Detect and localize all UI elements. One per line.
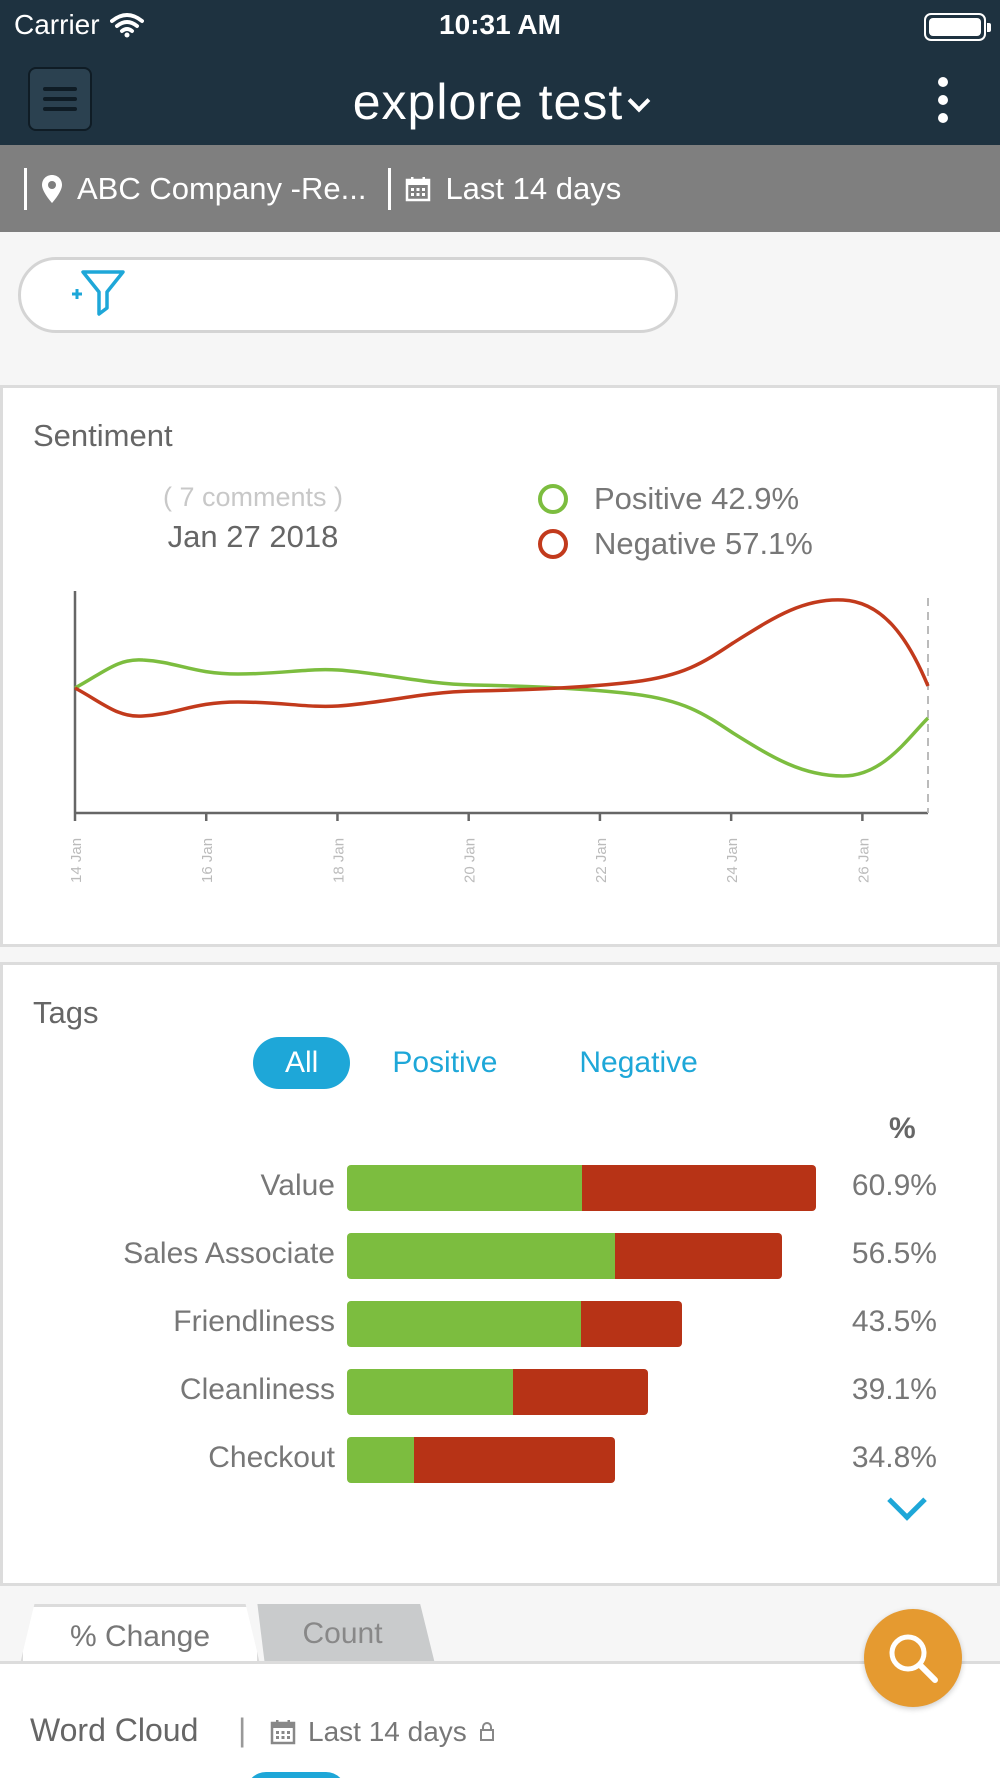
location-label: ABC Company -Re... [77, 170, 367, 206]
sentiment-title: Sentiment [33, 418, 173, 453]
x-tick-label: 22 Jan [593, 838, 610, 883]
sentiment-card: Sentiment ( 7 comments ) Jan 27 2018 Pos… [0, 385, 1000, 947]
more-options-icon[interactable] [936, 77, 950, 123]
bar-segment-positive[interactable] [347, 1301, 581, 1347]
hamburger-menu-button[interactable] [28, 67, 92, 131]
tag-label: Checkout [208, 1441, 335, 1474]
bar-segment-negative[interactable] [581, 1301, 682, 1347]
tag-bar[interactable] [347, 1301, 682, 1347]
tab-all[interactable]: All [253, 1037, 351, 1089]
word-cloud-title: Word Cloud [30, 1712, 199, 1748]
lock-icon [479, 1722, 494, 1741]
series-line-negative[interactable] [74, 598, 930, 718]
tag-row[interactable]: Cleanliness 39.1% [3, 1369, 1000, 1415]
carrier-label: Carrier [14, 9, 100, 40]
comment-count: ( 7 comments ) [162, 482, 344, 512]
tag-label: Friendliness [173, 1305, 335, 1338]
tab-count[interactable]: Count [257, 1604, 435, 1664]
tag-percent: 34.8% [851, 1441, 937, 1474]
calendar-icon [270, 1720, 296, 1745]
x-tick-label: 18 Jan [330, 838, 347, 883]
page-title: explore test [352, 74, 624, 130]
filter-input[interactable] [18, 257, 678, 333]
tab-positive[interactable]: Positive [392, 1046, 498, 1079]
tag-bar[interactable] [347, 1437, 615, 1483]
legend-positive: Positive 42.9% [538, 481, 799, 517]
tags-filter-tabs: All Positive Negative [253, 1037, 740, 1089]
search-icon [889, 1634, 938, 1683]
word-cloud-panel: Word Cloud | Last 14 days [0, 1661, 1000, 1778]
clock: 10:31 AM [439, 9, 561, 40]
x-ticks: 14 Jan 16 Jan 18 Jan 20 Jan 22 Jan 24 Jan 26 J… [68, 813, 872, 883]
tag-bar[interactable] [347, 1165, 816, 1211]
tag-percent: 43.5% [851, 1305, 937, 1338]
context-bar: ABC Company -Re... Last 14 days [0, 145, 1000, 232]
dashboard-selector[interactable]: explore test [0, 73, 1000, 131]
tag-percent: 60.9% [851, 1169, 937, 1202]
tag-row[interactable]: Value 60.9% [3, 1165, 1000, 1211]
bar-segment-negative[interactable] [414, 1437, 615, 1483]
tag-percent: 56.5% [851, 1237, 937, 1270]
x-tick-label: 26 Jan [855, 838, 872, 883]
bottom-tabs: Count % Change [0, 1604, 1000, 1664]
legend-positive-label: Positive 42.9% [594, 481, 800, 516]
word-cloud-separator: | [238, 1712, 247, 1748]
tag-label: Cleanliness [179, 1373, 335, 1406]
tag-percent: 39.1% [851, 1373, 937, 1406]
bar-segment-positive[interactable] [347, 1369, 513, 1415]
tab-negative[interactable]: Negative [579, 1046, 698, 1079]
search-button[interactable] [864, 1609, 962, 1707]
date-range-label: Last 14 days [445, 170, 622, 206]
word-cloud-date-label: Last 14 days [308, 1716, 467, 1747]
sentiment-line-chart[interactable]: 14 Jan 16 Jan 18 Jan 20 Jan 22 Jan 24 Jan 26 J… [3, 388, 997, 944]
nav-bar: explore test [0, 55, 1000, 145]
wifi-icon [109, 13, 144, 38]
tag-row[interactable]: Friendliness 43.5% [3, 1301, 1000, 1347]
carrier: Carrier [14, 9, 144, 41]
x-tick-label: 16 Jan [199, 838, 216, 883]
tag-row[interactable]: Checkout 34.8% [3, 1437, 1000, 1483]
add-filter-icon[interactable] [65, 266, 125, 322]
tag-bar[interactable] [347, 1369, 648, 1415]
bar-segment-negative[interactable] [582, 1165, 816, 1211]
series-line-positive[interactable] [74, 658, 930, 778]
x-tick-label: 20 Jan [462, 838, 479, 883]
location-pin-icon [42, 174, 62, 203]
tag-label: Sales Associate [123, 1237, 335, 1270]
bar-segment-positive[interactable] [347, 1233, 615, 1279]
expand-chevron-icon[interactable] [887, 1481, 927, 1521]
legend-negative-swatch [538, 529, 568, 559]
bar-segment-positive[interactable] [347, 1437, 414, 1483]
word-cloud-date-range: Last 14 days [270, 1716, 495, 1748]
battery-icon [924, 13, 991, 41]
calendar-icon [406, 176, 431, 201]
bar-segment-positive[interactable] [347, 1165, 582, 1211]
bar-segment-negative[interactable] [615, 1233, 782, 1279]
tab-percent-change[interactable]: % Change [20, 1604, 260, 1664]
location-selector[interactable]: ABC Company -Re... [41, 171, 366, 207]
date-range-selector[interactable]: Last 14 days [405, 171, 621, 207]
x-tick-label: 24 Jan [724, 838, 741, 883]
status-bar: Carrier 10:31 AM [0, 0, 1000, 55]
legend-negative: Negative 57.1% [538, 526, 813, 562]
bar-segment-negative[interactable] [513, 1369, 648, 1415]
selected-date: Jan 27 2018 [167, 519, 339, 554]
tag-bar[interactable] [347, 1233, 782, 1279]
chevron-down-icon [627, 89, 651, 113]
word-cloud-pill[interactable] [246, 1772, 346, 1778]
tag-label: Value [260, 1169, 335, 1202]
legend-negative-label: Negative 57.1% [594, 526, 813, 561]
tags-card: Tags All Positive Negative % Value 60.9% S… [0, 962, 1000, 1586]
percent-column-header: % [889, 1112, 916, 1145]
legend-positive-swatch [538, 484, 568, 514]
tag-row[interactable]: Sales Associate 56.5% [3, 1233, 1000, 1279]
x-tick-label: 14 Jan [68, 838, 85, 883]
tags-title: Tags [33, 995, 99, 1030]
